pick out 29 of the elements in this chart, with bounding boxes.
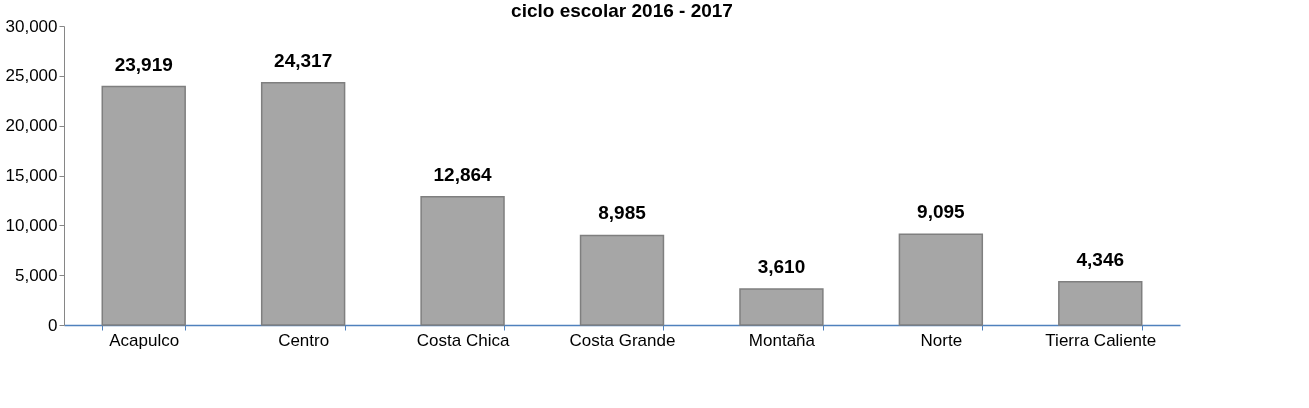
bar — [101, 85, 186, 326]
data-label: 24,317 — [274, 49, 333, 71]
data-label: 4,346 — [1076, 248, 1125, 270]
y-tick-label: 30,000 — [5, 16, 58, 36]
x-tick-label: Acapulco — [109, 330, 180, 350]
x-tick-label: Montaña — [748, 330, 816, 350]
x-tick-label: Norte — [920, 330, 963, 350]
data-label: 8,985 — [598, 202, 647, 224]
bar — [579, 234, 665, 326]
bar — [420, 196, 505, 326]
chart-title: ciclo escolar 2016 - 2017 — [511, 0, 733, 21]
y-tick-label: 0 — [48, 315, 58, 335]
x-tick-label: Centro — [278, 330, 330, 350]
data-label: 23,919 — [114, 53, 173, 75]
data-label: 3,610 — [757, 256, 806, 278]
y-tick-label: 15,000 — [5, 166, 58, 185]
y-tick-label: 5,000 — [14, 265, 58, 285]
y-tick-label: 25,000 — [5, 66, 58, 86]
data-label: 12,864 — [433, 163, 493, 185]
y-tick-label: 10,000 — [5, 215, 58, 235]
bar — [1058, 280, 1143, 326]
bar — [898, 233, 984, 326]
x-tick-label: Costa Grande — [569, 330, 676, 350]
bar — [260, 81, 346, 326]
y-tick-label: 20,000 — [5, 116, 58, 136]
x-tick-label: Tierra Caliente — [1045, 330, 1157, 350]
bar — [739, 288, 824, 326]
x-tick-label: Costa Chica — [416, 330, 510, 350]
data-label: 9,095 — [917, 201, 966, 223]
